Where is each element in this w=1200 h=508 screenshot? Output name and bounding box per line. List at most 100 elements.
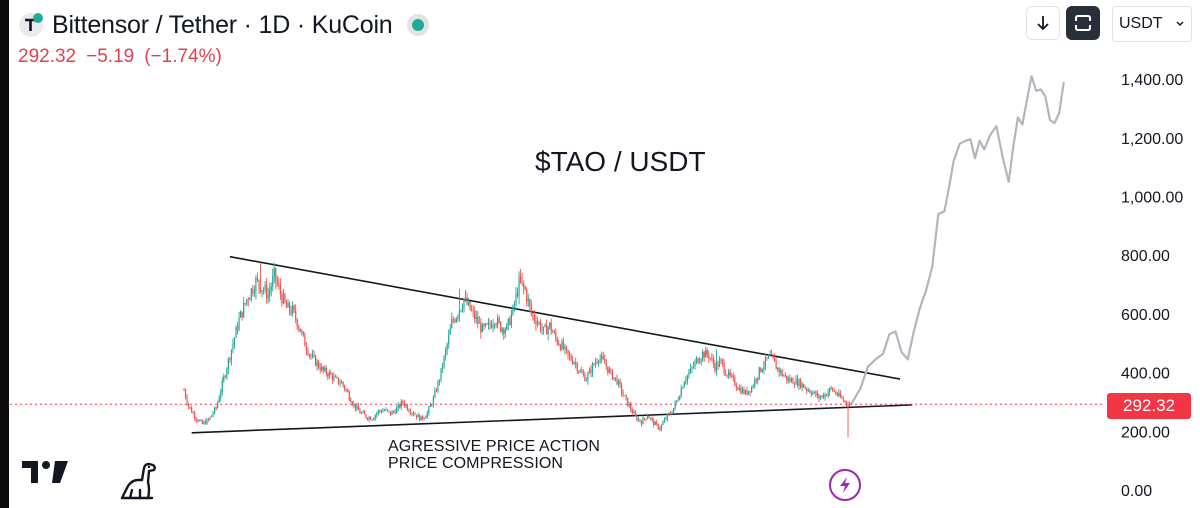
candle-body bbox=[729, 371, 731, 376]
candle-body bbox=[295, 310, 297, 320]
candle-body bbox=[423, 418, 425, 419]
chart-header: Bittensor / Tether · 1D · KuCoin bbox=[18, 8, 429, 42]
candle-body bbox=[520, 276, 522, 283]
candle-body bbox=[273, 268, 275, 277]
candle-body bbox=[336, 377, 338, 378]
candle-body bbox=[376, 413, 378, 416]
candle-body bbox=[660, 425, 662, 430]
candle-body bbox=[809, 390, 811, 393]
candle-body bbox=[405, 405, 407, 406]
candle-body bbox=[663, 419, 666, 423]
candle-body bbox=[238, 317, 240, 330]
candle-body bbox=[524, 287, 526, 290]
candle-body bbox=[669, 413, 672, 415]
candle-body bbox=[744, 390, 747, 394]
scroll-down-button[interactable] bbox=[1026, 6, 1060, 40]
candle-body bbox=[498, 317, 500, 322]
dinosaur-icon[interactable] bbox=[118, 462, 160, 500]
candle-body bbox=[356, 405, 358, 409]
candle-body bbox=[270, 286, 272, 291]
symbol-title[interactable]: Bittensor / Tether · 1D · KuCoin bbox=[52, 10, 393, 39]
candle-body bbox=[451, 319, 453, 328]
candle-body bbox=[769, 353, 771, 356]
candle-body bbox=[203, 421, 205, 424]
candle-body bbox=[184, 390, 187, 398]
candle-body bbox=[614, 377, 617, 379]
candle-body bbox=[688, 372, 690, 376]
candle-body bbox=[645, 418, 647, 420]
candle-body bbox=[240, 311, 242, 318]
candle-body bbox=[224, 376, 226, 378]
candle-body bbox=[743, 389, 745, 394]
candle-body bbox=[561, 341, 563, 350]
candle-body bbox=[207, 419, 210, 420]
candle-body bbox=[253, 291, 255, 294]
currency-select[interactable]: USDT bbox=[1112, 6, 1192, 42]
candle-body bbox=[521, 282, 523, 284]
candle-body bbox=[221, 380, 223, 392]
candle-body bbox=[803, 383, 805, 388]
candle-body bbox=[373, 418, 375, 420]
candle-body bbox=[611, 370, 613, 380]
candle-body bbox=[833, 390, 835, 392]
candle-body bbox=[428, 406, 430, 413]
candle-body bbox=[654, 422, 656, 425]
last-price: 292.32 bbox=[18, 46, 77, 67]
candle-body bbox=[758, 367, 760, 378]
candle-body bbox=[379, 410, 381, 412]
candle-body bbox=[770, 353, 773, 355]
candle-body bbox=[298, 326, 300, 329]
candle-body bbox=[201, 420, 203, 424]
candle-body bbox=[620, 384, 623, 393]
candle-body bbox=[651, 418, 653, 420]
candle-body bbox=[570, 355, 572, 361]
candle-body bbox=[848, 404, 851, 406]
candle-body bbox=[555, 332, 557, 339]
candle-body bbox=[721, 359, 724, 364]
candle-body bbox=[839, 392, 841, 397]
candle-body bbox=[530, 305, 532, 314]
candle-body bbox=[789, 378, 791, 382]
tradingview-logo-icon[interactable] bbox=[22, 460, 70, 484]
candle-body bbox=[576, 363, 578, 372]
candle-body bbox=[186, 397, 188, 404]
candle-body bbox=[567, 349, 569, 355]
candle-body bbox=[288, 302, 291, 311]
fullscreen-button[interactable] bbox=[1066, 6, 1100, 40]
window-edge bbox=[0, 0, 9, 508]
candle-body bbox=[795, 378, 797, 385]
candle-body bbox=[602, 356, 604, 360]
candle-body bbox=[695, 358, 698, 362]
price-axis: 0.00 200.00 400.00 600.00 800.00 1,000.00 1,20… bbox=[1121, 72, 1183, 500]
candle-body bbox=[506, 324, 508, 330]
arrow-down-icon bbox=[1037, 16, 1049, 31]
candle-body bbox=[781, 370, 783, 376]
candle-body bbox=[650, 418, 652, 420]
candle-body bbox=[826, 394, 828, 396]
candle-body bbox=[659, 428, 661, 430]
candle-body bbox=[749, 391, 751, 393]
candle-body bbox=[285, 301, 288, 308]
candle-body bbox=[717, 362, 719, 367]
candle-body bbox=[810, 392, 812, 395]
candle-body bbox=[737, 387, 739, 390]
candle-body bbox=[512, 305, 514, 315]
candle-body bbox=[272, 276, 274, 287]
candle-body bbox=[432, 397, 434, 405]
candle-body bbox=[292, 305, 294, 314]
candle-body bbox=[830, 387, 832, 389]
candle-body bbox=[509, 318, 511, 326]
candle-body bbox=[631, 409, 633, 414]
candle-body bbox=[513, 303, 516, 306]
candle-body bbox=[360, 412, 363, 414]
candle-body bbox=[367, 417, 369, 420]
currency-value: USDT bbox=[1119, 15, 1163, 32]
candle-body bbox=[393, 411, 395, 413]
candle-body bbox=[435, 390, 438, 392]
candle-body bbox=[226, 369, 228, 377]
bolt-icon[interactable] bbox=[829, 469, 861, 501]
candle-body bbox=[784, 375, 786, 377]
candle-body bbox=[299, 328, 301, 332]
market-status-icon[interactable] bbox=[406, 14, 429, 36]
